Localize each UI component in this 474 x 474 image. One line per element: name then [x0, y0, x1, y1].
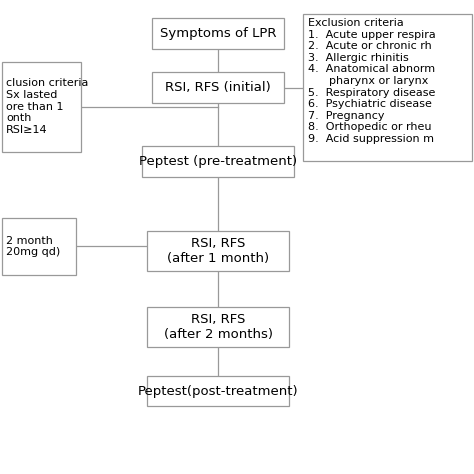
FancyBboxPatch shape — [142, 146, 294, 177]
FancyBboxPatch shape — [147, 231, 289, 271]
Text: RSI, RFS (initial): RSI, RFS (initial) — [165, 81, 271, 94]
Text: Symptoms of LPR: Symptoms of LPR — [160, 27, 276, 40]
Text: RSI, RFS
(after 2 months): RSI, RFS (after 2 months) — [164, 313, 273, 341]
FancyBboxPatch shape — [2, 218, 76, 275]
Text: clusion criteria
Sx lasted
ore than 1
onth
RSI≥14: clusion criteria Sx lasted ore than 1 on… — [6, 79, 89, 135]
FancyBboxPatch shape — [152, 73, 284, 103]
Text: Peptest (pre-treatment): Peptest (pre-treatment) — [139, 155, 297, 168]
Text: RSI, RFS
(after 1 month): RSI, RFS (after 1 month) — [167, 237, 269, 265]
Text: Exclusion criteria
1.  Acute upper respira
2.  Acute or chronic rh
3.  Allergic : Exclusion criteria 1. Acute upper respir… — [308, 18, 436, 144]
Text: Peptest(post-treatment): Peptest(post-treatment) — [138, 384, 298, 398]
FancyBboxPatch shape — [147, 375, 289, 407]
FancyBboxPatch shape — [303, 14, 472, 161]
Text: 2 month
20mg qd): 2 month 20mg qd) — [6, 236, 60, 257]
FancyBboxPatch shape — [147, 307, 289, 347]
FancyBboxPatch shape — [152, 18, 284, 49]
FancyBboxPatch shape — [2, 62, 81, 152]
